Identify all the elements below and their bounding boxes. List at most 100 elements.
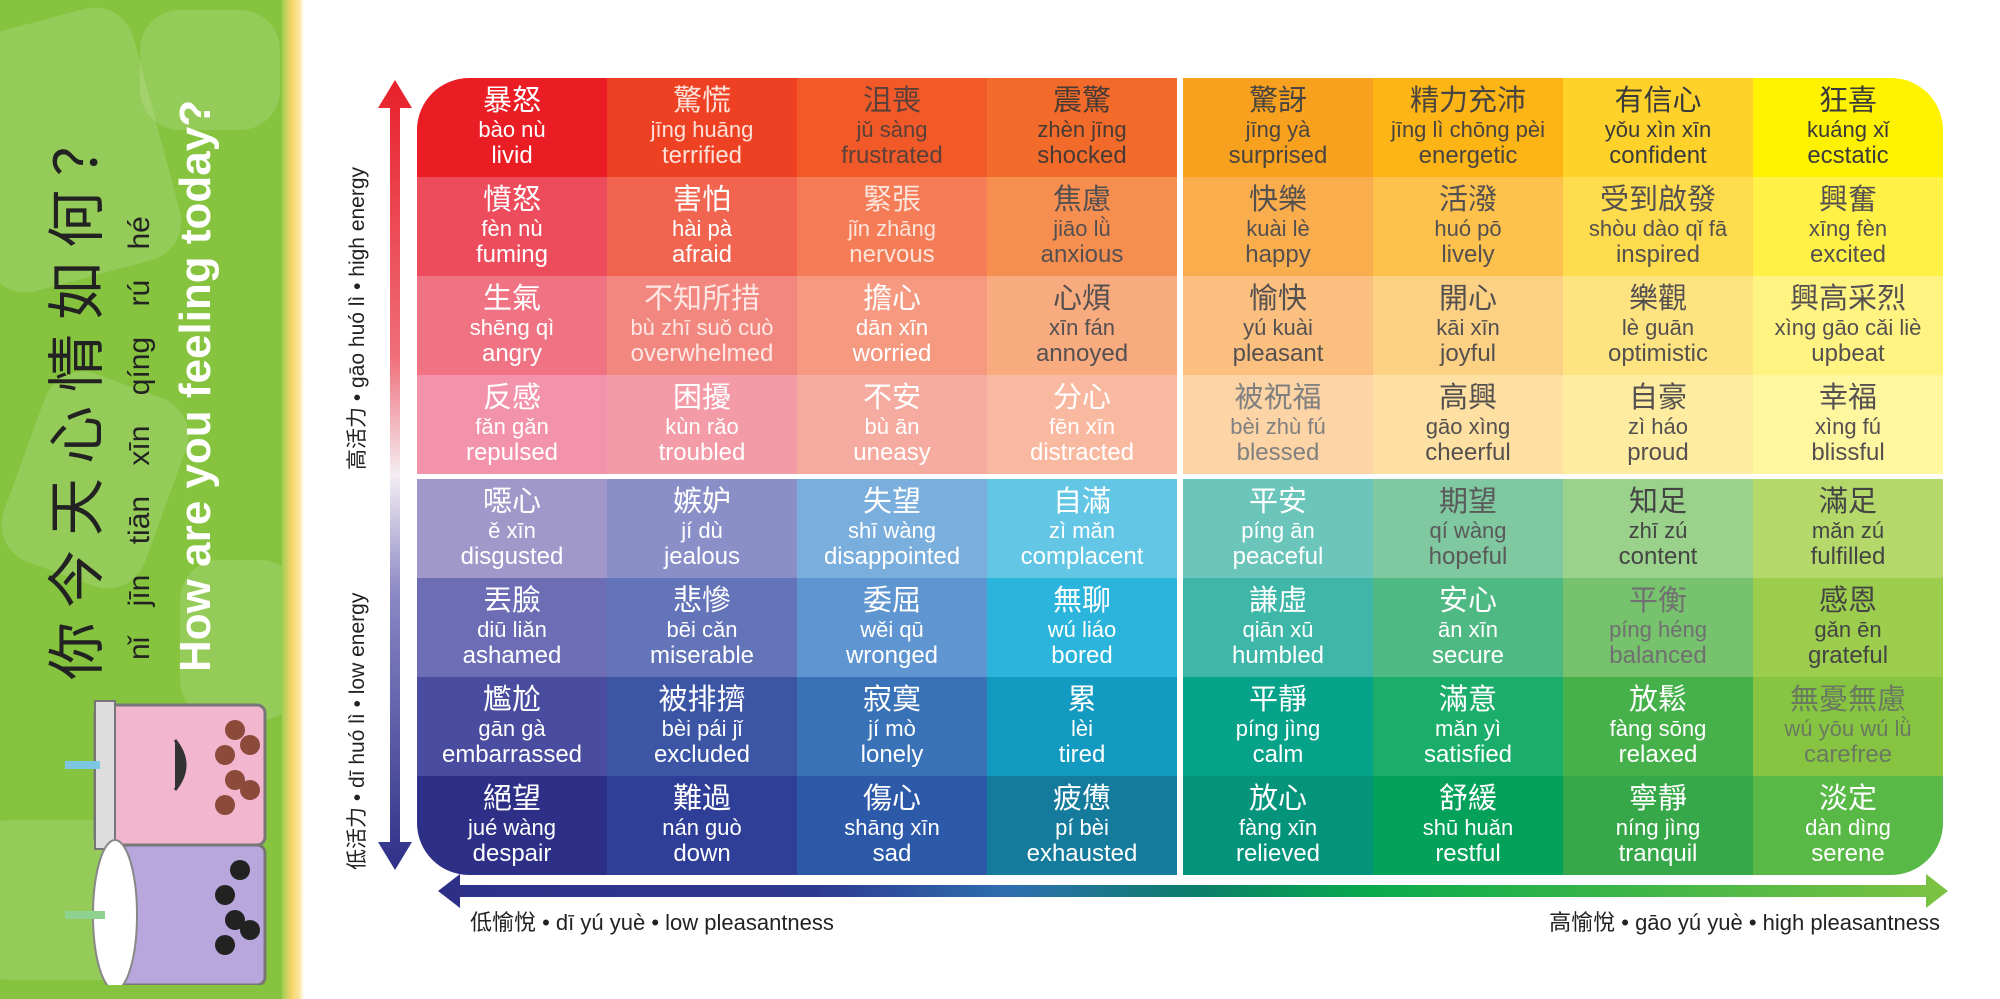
emotion-pinyin: bù ān [864,414,920,439]
emotion-chinese: 樂觀 [1628,283,1687,315]
emotion-chinese: 丟臉 [482,585,541,617]
emotion-pinyin: zì mǎn [1048,518,1116,543]
emotion-cell-disgusted: 噁心 ě xīn disgusted [417,479,607,578]
emotion-chinese: 平靜 [1248,684,1307,716]
emotion-chinese: 委屈 [862,585,921,617]
emotion-cell-secure: 安心 ān xīn secure [1373,578,1563,677]
emotion-english: fulfilled [1810,543,1886,570]
emotion-pinyin: jīng yà [1245,117,1311,142]
emotion-pinyin: zhī zú [1628,518,1688,543]
emotion-cell-complacent: 自滿 zì mǎn complacent [987,479,1177,578]
emotion-chinese: 分心 [1052,382,1111,414]
emotion-cell-nervous: 緊張 jǐn zhāng nervous [797,177,987,276]
purple-bubble-tea-cup-icon [65,839,267,985]
emotion-chinese: 心煩 [1052,283,1111,315]
emotion-english: frustrated [841,142,943,169]
emotion-cell-excited: 興奮 xīng fèn excited [1753,177,1943,276]
emotion-pinyin: xìng gāo cǎi liè [1774,315,1922,340]
emotion-chinese: 困擾 [672,382,731,414]
energy-axis-arrow [378,80,412,870]
mood-meter-grid: 暴怒 bào nù livid 驚慌 jīng huāng terrified 沮喪 jǔ s… [417,78,1943,875]
emotion-chinese: 高興 [1438,382,1497,414]
emotion-cell-balanced: 平衡 píng héng balanced [1563,578,1753,677]
emotion-cell-excluded: 被排擠 bèi pái jǐ excluded [607,677,797,776]
emotion-cell-troubled: 困擾 kùn rǎo troubled [607,375,797,474]
pleasantness-axis-arrow [438,874,1948,908]
emotion-english: calm [1252,741,1304,768]
emotion-cell-energetic: 精力充沛 jīng lì chōng pèi energetic [1373,78,1563,177]
emotion-cell-tired: 累 lèi tired [987,677,1177,776]
emotion-chinese: 狂喜 [1818,85,1877,117]
emotion-english: anxious [1040,241,1124,268]
emotion-chinese: 生氣 [482,283,541,315]
emotion-chinese: 沮喪 [862,85,921,117]
emotion-chinese: 自豪 [1628,382,1687,414]
emotion-cell-lonely: 寂寞 jí mò lonely [797,677,987,776]
emotion-chinese: 舒緩 [1438,783,1497,815]
emotion-cell-shocked: 震驚 zhèn jīng shocked [987,78,1177,177]
emotion-pinyin: qiān xū [1242,617,1314,642]
bubble-tea-illustration [65,700,267,985]
emotion-english: ashamed [462,642,562,669]
emotion-chinese: 不知所措 [643,283,760,315]
emotion-pinyin: bào nù [478,117,546,142]
high-pleasantness-label: 高愉悅 • gāo yú yuè • high pleasantness [1549,910,1940,935]
emotion-chinese: 無憂無慮 [1789,684,1906,716]
emotion-chinese: 傷心 [862,783,921,815]
title-chinese: 你今天心情如何？ [45,103,110,680]
emotion-english: content [1618,543,1698,570]
emotion-chinese: 暴怒 [482,85,541,117]
emotion-cell-pleasant: 愉快 yú kuài pleasant [1183,276,1373,375]
emotion-english: miserable [649,642,755,669]
emotion-english: serene [1811,840,1885,867]
emotion-english: energetic [1418,142,1518,169]
emotion-english: tired [1058,741,1106,768]
emotion-chinese: 害怕 [672,184,731,216]
emotion-english: disappointed [823,543,961,570]
emotion-english: inspired [1615,241,1701,268]
emotion-english: confident [1609,142,1707,169]
emotion-cell-relieved: 放心 fàng xīn relieved [1183,776,1373,875]
emotion-pinyin: fēn xīn [1048,414,1116,439]
emotion-english: humbled [1231,642,1325,669]
emotion-english: livid [491,142,533,169]
title-pinyin: nǐ jīn tiān xīn qíng rú hé [123,216,156,660]
emotion-english: peaceful [1232,543,1324,570]
emotion-cell-sad: 傷心 shāng xīn sad [797,776,987,875]
emotion-english: blessed [1236,439,1320,466]
emotion-english: relieved [1235,840,1321,867]
emotion-cell-blessed: 被祝福 bèi zhù fú blessed [1183,375,1373,474]
emotion-english: overwhelmed [630,340,774,367]
emotion-cell-afraid: 害怕 hài pà afraid [607,177,797,276]
emotion-cell-fulfilled: 滿足 mǎn zú fulfilled [1753,479,1943,578]
emotion-pinyin: kuáng xǐ [1807,117,1889,142]
emotion-pinyin: shòu dào qǐ fā [1588,216,1728,241]
emotion-pinyin: jīng lì chōng pèi [1390,117,1546,142]
emotion-english: pleasant [1232,340,1324,367]
emotion-english: relaxed [1618,741,1698,768]
emotion-english: excited [1809,241,1887,268]
emotion-chinese: 感恩 [1818,585,1877,617]
emotion-cell-hopeful: 期望 qí wàng hopeful [1373,479,1563,578]
emotion-chinese: 自滿 [1052,486,1111,518]
emotion-chinese: 反感 [482,382,541,414]
emotion-english: uneasy [853,439,931,466]
emotion-pinyin: píng ān [1241,518,1315,543]
emotion-pinyin: fǎn gǎn [475,414,549,439]
emotion-pinyin: fàng sōng [1609,716,1707,741]
emotion-english: grateful [1807,642,1889,669]
emotion-chinese: 擔心 [862,283,921,315]
emotion-chinese: 失望 [862,486,921,518]
emotion-english: afraid [671,241,733,268]
emotion-cell-satisfied: 滿意 mǎn yì satisfied [1373,677,1563,776]
emotion-chinese: 被排擠 [658,684,746,716]
emotion-english: satisfied [1423,741,1513,768]
emotion-english: secure [1431,642,1505,669]
emotion-pinyin: xīn fán [1048,315,1116,340]
emotion-english: annoyed [1035,340,1129,367]
emotion-chinese: 放心 [1248,783,1307,815]
emotion-english: excluded [653,741,751,768]
emotion-pinyin: kāi xīn [1436,315,1500,340]
emotion-english: repulsed [465,439,559,466]
emotion-chinese: 興高采烈 [1789,283,1906,315]
